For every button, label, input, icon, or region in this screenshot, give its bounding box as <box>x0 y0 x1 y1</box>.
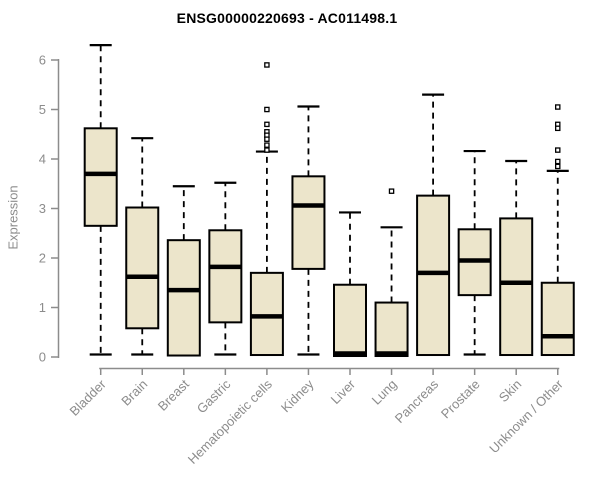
y-tick-label: 0 <box>39 350 46 365</box>
box-hematopoietic-cells <box>249 271 284 357</box>
box-kidney <box>291 175 326 270</box>
y-tick-label: 5 <box>39 102 46 117</box>
x-tick-label: Breast <box>155 376 192 413</box>
x-tick-label: Pancreas <box>392 376 442 426</box>
outlier-unknown-other <box>555 158 561 165</box>
x-tick-label: Bladder <box>67 376 110 419</box>
x-tick-label: Unknown / Other <box>486 376 566 456</box>
outlier-lung <box>388 188 395 194</box>
x-tick-label: Liver <box>328 376 359 407</box>
outlier-hematopoietic-cells <box>264 121 270 128</box>
x-tick-label: Brain <box>118 377 150 409</box>
outlier-hematopoietic-cells <box>264 147 270 153</box>
x-tick-label: Gastric <box>194 376 234 416</box>
outlier-unknown-other <box>555 104 561 110</box>
x-tick-label: Prostate <box>438 377 483 422</box>
box-liver <box>333 283 367 358</box>
outlier-unknown-other <box>555 163 561 170</box>
x-tick-label: Kidney <box>278 376 317 415</box>
y-axis-title: Expression <box>5 185 21 250</box>
outlier-unknown-other <box>555 147 561 153</box>
y-tick-label: 1 <box>39 300 46 315</box>
outlier-hematopoietic-cells <box>264 106 270 113</box>
box-breast <box>166 239 201 357</box>
outlier-hematopoietic-cells <box>264 136 270 142</box>
y-tick-label: 2 <box>39 251 46 266</box>
box-brain <box>125 206 160 330</box>
chart-title: ENSG00000220693 - AC011498.1 <box>176 10 398 26</box>
outlier-hematopoietic-cells <box>264 142 270 148</box>
outlier-unknown-other <box>555 125 561 132</box>
box-unknown-other <box>540 281 575 357</box>
outlier-hematopoietic-cells <box>264 62 270 68</box>
box-bladder <box>83 127 118 227</box>
y-tick-label: 6 <box>39 53 46 68</box>
box-lung <box>374 301 409 358</box>
box-skin <box>499 217 534 357</box>
box-pancreas <box>416 194 451 357</box>
box-gastric <box>208 229 243 324</box>
x-tick-label: Skin <box>496 377 524 405</box>
y-tick-label: 4 <box>39 152 46 167</box>
x-tick-label: Lung <box>369 377 400 408</box>
y-tick-label: 3 <box>39 201 46 216</box>
